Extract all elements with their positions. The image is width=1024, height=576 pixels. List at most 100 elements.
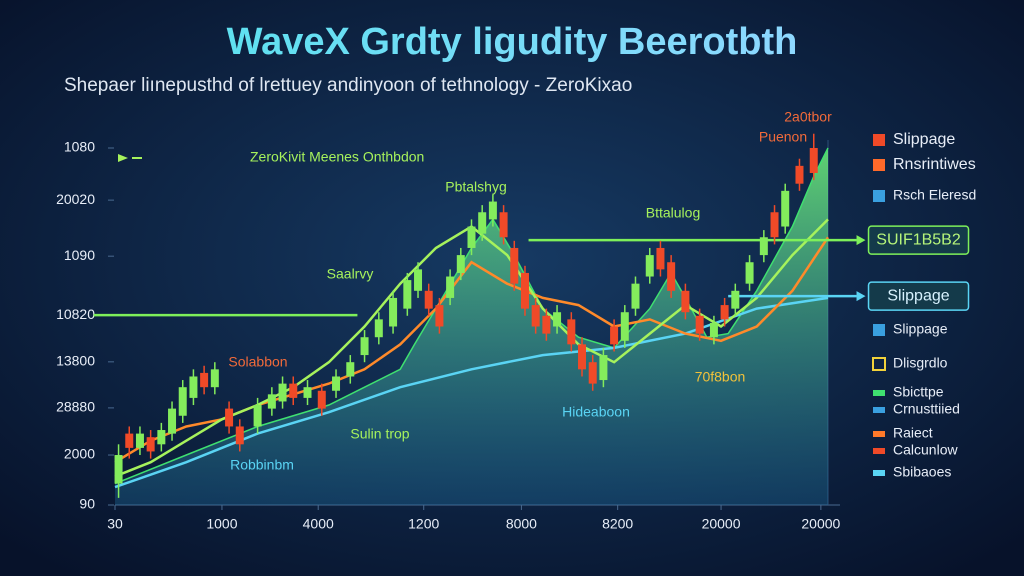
candle-body — [631, 283, 640, 309]
annotation: Solabbon — [228, 354, 287, 370]
candle-body — [253, 405, 262, 427]
candle-body — [360, 337, 369, 356]
y-tick-label: 13800 — [56, 353, 95, 369]
arrow-head — [856, 235, 866, 246]
y-tick-label: 1090 — [64, 247, 95, 263]
legend-label: Rsch Eleresd — [893, 187, 976, 203]
line — [114, 296, 829, 489]
legend-label: Calcunlow — [893, 442, 958, 458]
candle-body — [278, 383, 287, 402]
candle-body — [125, 433, 134, 448]
chart-title: WaveX Grdty ligudity Beerotbth — [227, 21, 798, 63]
legend-swatch — [873, 407, 885, 413]
legend-label: Slippage — [893, 131, 955, 148]
y-tick-label: 90 — [79, 496, 95, 512]
candle-body — [435, 305, 444, 327]
legend-swatch — [873, 390, 885, 396]
candle-body — [178, 387, 187, 416]
candle-body — [695, 315, 704, 334]
candle-body — [720, 305, 729, 320]
candle-body — [478, 212, 487, 234]
legend-swatch — [873, 448, 885, 454]
legend-swatch — [873, 159, 885, 171]
candle-body — [667, 262, 676, 291]
candle-body — [709, 322, 718, 338]
candle-body — [645, 255, 654, 277]
y-tick-label: 10820 — [56, 306, 95, 322]
candle-body — [135, 433, 144, 448]
annotation: Robbinbm — [230, 457, 294, 473]
legend-swatch — [873, 470, 885, 476]
candle-body — [210, 369, 219, 388]
candle-body — [578, 344, 587, 370]
candle-body — [456, 255, 465, 273]
arrow-head — [856, 291, 866, 302]
candle-body — [520, 272, 529, 309]
legend-label: Sbibaoes — [893, 464, 951, 480]
x-tick-label: 20000 — [702, 516, 741, 532]
chart-subtitle: Shepaer liınepusthd of lrettuey andinyoo… — [64, 75, 632, 96]
x-tick-label: 20000 — [801, 516, 840, 532]
candle-body — [317, 390, 326, 409]
candle-body — [403, 280, 412, 309]
candle-body — [499, 212, 508, 238]
x-tick-label: 8000 — [506, 516, 537, 532]
annotation-arrow — [118, 154, 128, 162]
candle-body — [809, 148, 818, 173]
candle-body — [225, 408, 234, 427]
candle-body — [510, 247, 519, 284]
candle-body — [599, 355, 608, 381]
candle-body — [289, 383, 298, 398]
label-box — [867, 281, 970, 311]
y-tick-label: 20020 — [56, 191, 95, 207]
candle-body — [114, 455, 123, 484]
legend-label: Rnsrintiwes — [893, 156, 976, 173]
annotation: Puenon — [759, 129, 807, 145]
y-tick-label: 2000 — [64, 446, 95, 462]
legend-swatch — [873, 324, 885, 336]
legend-label: Crnusttiied — [893, 401, 960, 417]
annotation: 70f8bon — [695, 369, 746, 385]
candle-body — [656, 247, 665, 270]
candle-body — [168, 408, 177, 434]
candle-body — [467, 226, 476, 248]
candle-body — [745, 262, 754, 284]
annotation: Bttalulog — [646, 205, 700, 221]
x-tick-label: 1200 — [408, 516, 439, 532]
candle-body — [620, 312, 629, 341]
legend-swatch — [873, 431, 885, 437]
candle-body — [781, 190, 790, 227]
candle-body — [189, 376, 198, 398]
candle-body — [531, 305, 540, 327]
candle-body — [770, 212, 779, 238]
candle-body — [332, 376, 341, 391]
annotation: Pbtalshyg — [445, 179, 506, 195]
legend-swatch — [872, 357, 886, 371]
legend-swatch — [873, 134, 885, 146]
candle-body — [567, 319, 576, 345]
annotation: Sulin trop — [350, 426, 409, 442]
candle-body — [553, 312, 562, 327]
legend-swatch — [873, 190, 885, 202]
candle-body — [146, 437, 155, 452]
annotation: Hideaboon — [562, 404, 630, 420]
candle-body — [303, 387, 312, 398]
candle-body — [588, 362, 597, 384]
x-tick-label: 8200 — [602, 516, 633, 532]
reference-label: SUIF1B5B2 — [876, 231, 961, 248]
reference-label: Slippage — [887, 287, 949, 304]
candle-body — [542, 315, 551, 334]
y-tick-label: 1080 — [64, 139, 95, 155]
legend-label: Sbicttpe — [893, 384, 944, 400]
candle-body — [610, 326, 619, 345]
candle-body — [235, 426, 244, 445]
candle-body — [446, 276, 455, 298]
x-tick-label: 30 — [107, 516, 123, 532]
candle-body — [389, 297, 398, 327]
annotation: ZeroKivit Meenes Onthbdon — [250, 149, 424, 165]
candle-body — [731, 290, 740, 309]
label-box — [867, 225, 970, 255]
legend-label: Raiect — [893, 425, 933, 441]
y-tick-label: 28880 — [56, 399, 95, 415]
